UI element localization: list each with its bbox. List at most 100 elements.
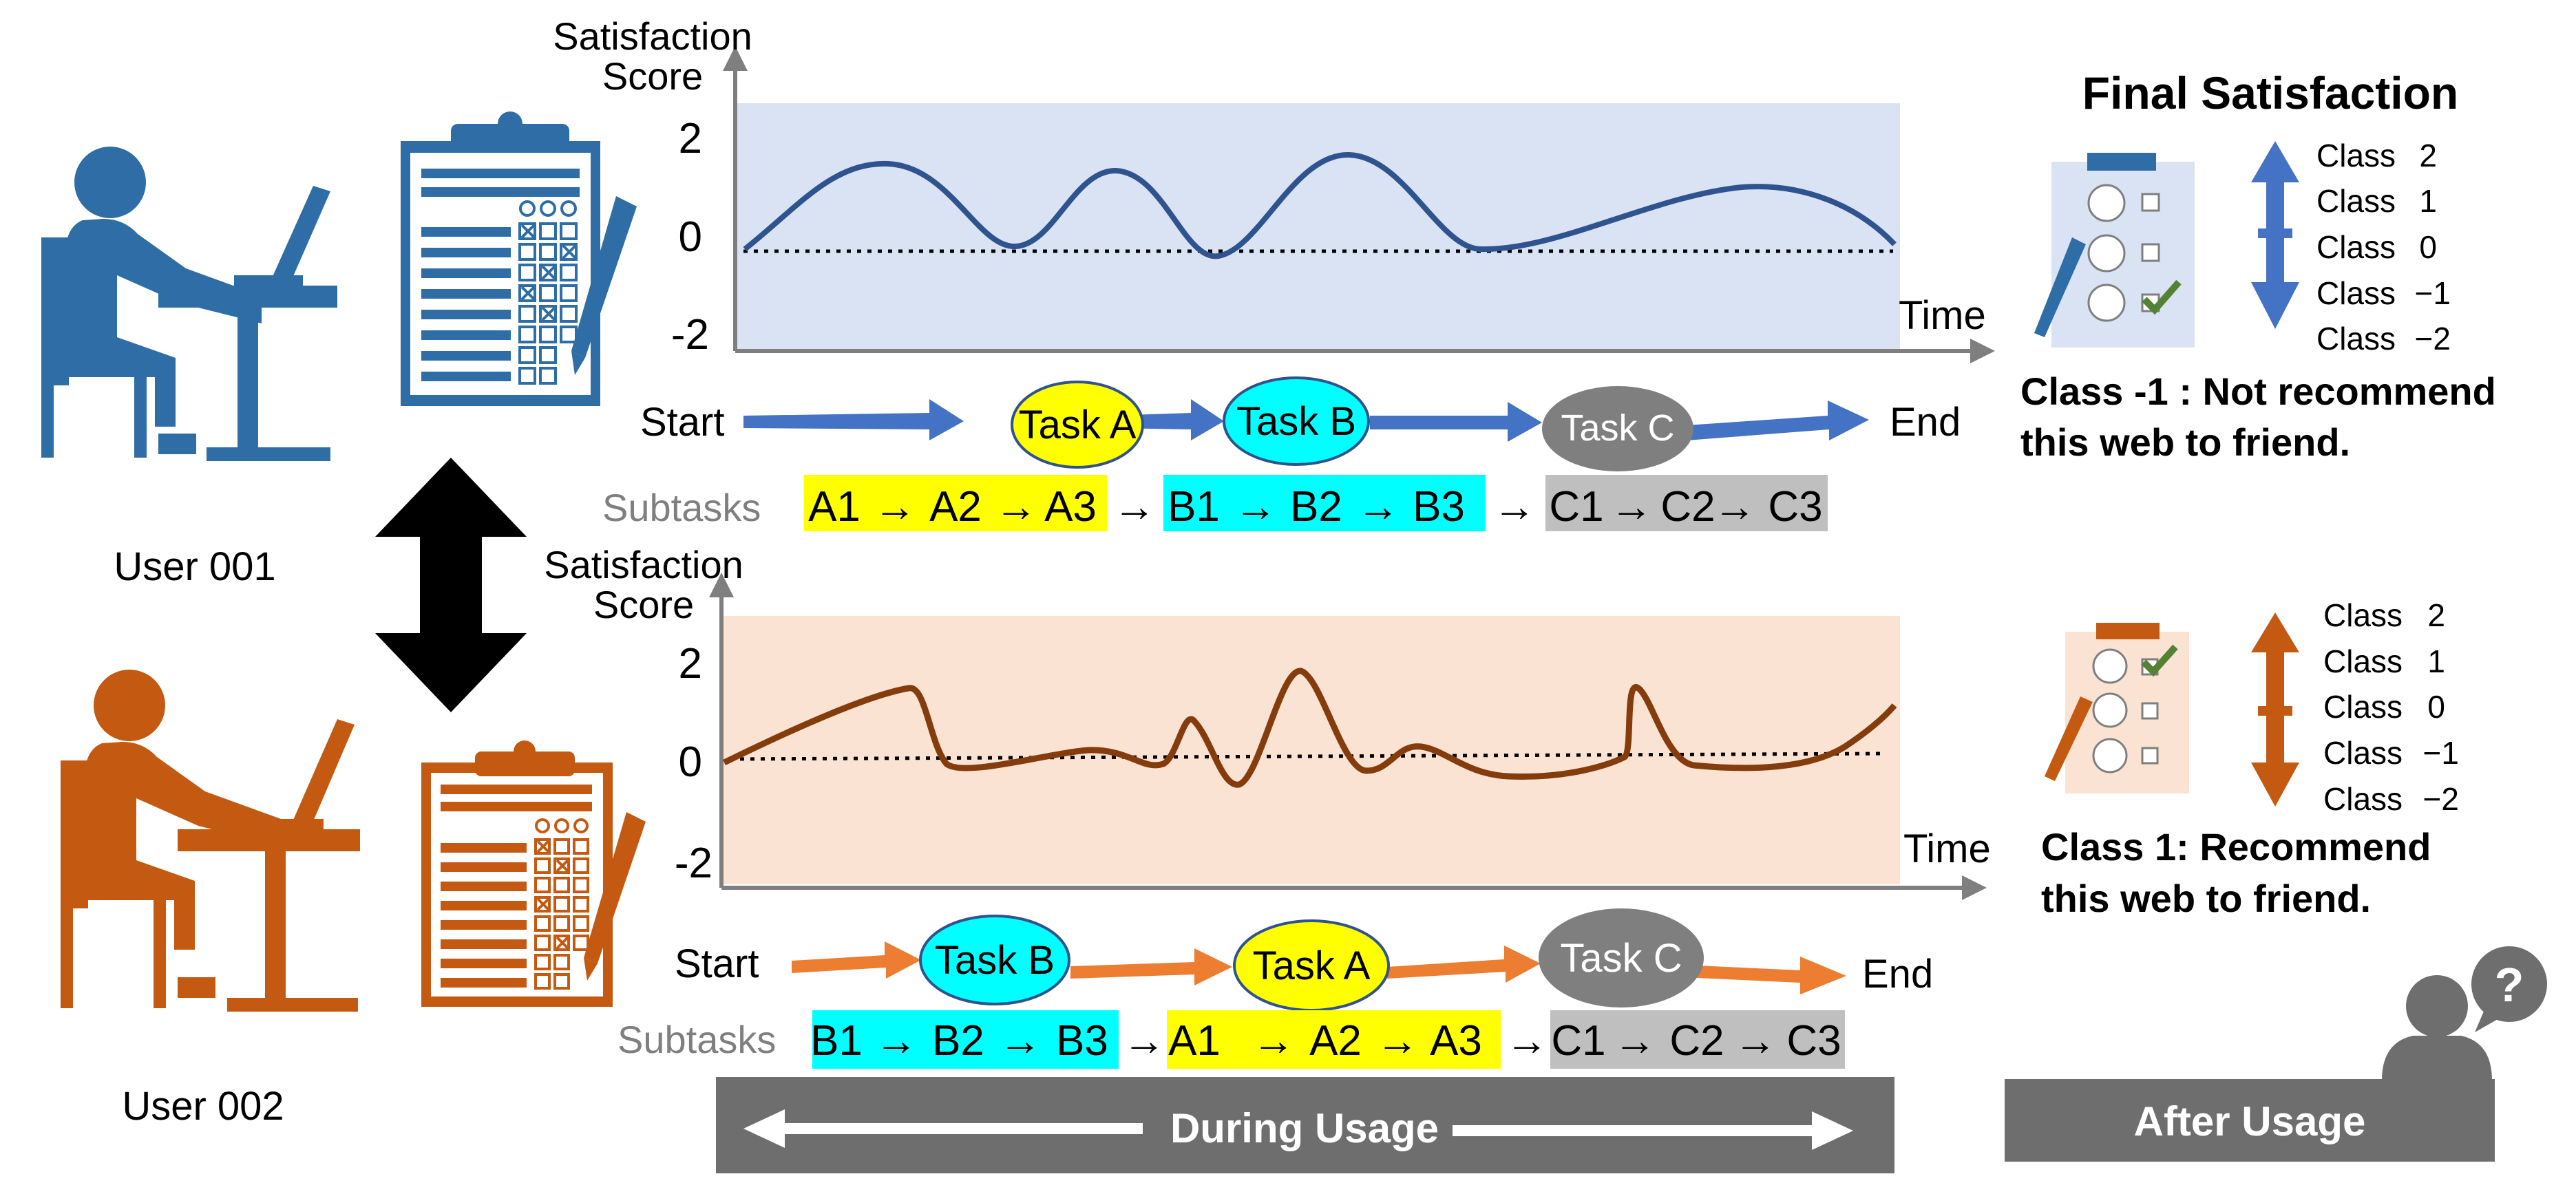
flow-2-subtask: B1 [810,1017,863,1065]
flow-1-subtask: C1 [1549,483,1603,531]
chart-2-x-label: Time [1903,827,1991,871]
arrow-glyph-icon: → [874,483,916,531]
class-label: Class [2323,689,2403,725]
flow-1-task-2-label: Task B [1236,399,1356,444]
flow-1-subtask: A1 [808,483,861,531]
after-usage-bar [2005,1079,2495,1162]
final-survey-2-icon [2045,623,2189,793]
chart-1-tick-0: 0 [679,213,702,261]
flow-2-task-1-label: Task B [935,938,1055,983]
chart-2-y-label-line2: Score [593,583,694,626]
final-note-1-line1: Class -1 : Not recommend [2020,370,2496,413]
arrow-glyph-icon: → [1610,483,1653,531]
flow-1-subtask: B1 [1168,483,1220,531]
flow-1-subtask: A2 [929,483,982,531]
flow-2-task-3-node [1539,908,1704,1008]
arrow-glyph-icon: → [995,483,1037,531]
flow-2-subtask: A3 [1430,1017,1482,1065]
arrow-glyph-icon: → [1506,1017,1548,1065]
class-label: Class [2316,229,2396,265]
flow-2-end-label: End [1862,952,1933,996]
flow-1-subtask-group-2 [1163,475,1486,531]
arrow-glyph-icon: → [1357,483,1400,531]
person-question-icon: ? [2382,946,2547,1080]
arrow-glyph-icon: → [999,1017,1042,1065]
class-label: Class [2323,597,2403,633]
arrow-glyph-icon: → [875,1017,918,1065]
user-002-label: User 002 [122,1084,284,1129]
flow-1-subtask-group-1 [804,475,1107,531]
flow-2-task-1-node [919,915,1070,1005]
flow-1-task-1-label: Task A [1019,403,1137,447]
flow-1-subtask: C3 [1768,483,1822,531]
question-mark-label: ? [2495,958,2524,1012]
flow-2-subtask: A1 [1168,1017,1221,1065]
flow-2-subtasks-label: Subtasks [617,1018,776,1061]
chart-2-tick-minus-2: -2 [675,840,712,887]
flow-1-task-1-node [1011,381,1144,469]
flow-2-subtask-group-3 [1550,1010,1845,1069]
class-label: Class [2316,275,2396,311]
final-scale-2-arrow [2251,612,2299,807]
chart-1-plot-area [737,103,1900,351]
arrow-glyph-icon: → [1614,1017,1656,1065]
chart-2-tick-0: 0 [679,738,702,786]
flow-2-arrows [792,941,1846,994]
user-001-questionnaire-icon [401,111,637,406]
class-label: Class [2316,321,2396,356]
final-note-2-line2: this web to friend. [2041,877,2371,920]
class-label: Class [2316,183,2396,219]
user-001-computer-icon [41,147,337,461]
chart-1-satisfaction-curve [743,151,1897,259]
user-002-questionnaire-icon [421,740,646,1007]
chart-1-tick-2: 2 [679,115,702,162]
chart-1-y-label-line2: Score [602,54,703,98]
user-002-computer-icon [61,670,360,1012]
class-label: Class [2323,643,2403,679]
class-value: −2 [2415,321,2451,356]
user-001-label: User 001 [114,544,275,589]
final-scale-1-arrow [2251,141,2299,329]
flow-2-subtask: C2 [1669,1017,1724,1065]
class-value: 2 [2419,138,2437,173]
task-flow-user-001: Start End Task A Task B Task C Subtasks … [602,376,1961,531]
chart-user-002: Satisfaction Score 2 0 -2 Time [544,543,1991,900]
chart-1-y-label-line1: Satisfaction [553,14,752,58]
flow-1-subtask: C2 [1660,483,1715,531]
class-value: 1 [2419,183,2437,219]
after-usage-label: After Usage [2134,1098,2366,1144]
flow-2-subtask-group-1 [812,1010,1119,1069]
final-classes-1: Class 2 Class 1 Class 0 Class −1 Class −2 [2316,138,2451,356]
flow-2-start-label: Start [675,941,759,986]
flow-2-subtask: C1 [1551,1017,1605,1065]
chart-1-x-label: Time [1899,293,1986,338]
flow-2-subtask: B2 [932,1017,984,1065]
flow-1-subtask-group-3 [1545,475,1828,531]
flow-1-task-3-node [1542,386,1693,471]
final-satisfaction-title: Final Satisfaction [2082,67,2458,118]
class-value: 2 [2427,597,2445,633]
flow-2-subtask: C3 [1786,1017,1841,1065]
class-label: Class [2323,781,2403,817]
flow-2-task-3-label: Task C [1560,936,1682,981]
arrow-glyph-icon: → [1493,483,1536,531]
class-value: −1 [2415,275,2451,311]
users-comparison-double-arrow [375,458,527,712]
final-note-2-line1: Class 1: Recommend [2041,825,2431,868]
arrow-glyph-icon: → [1123,1017,1165,1065]
chart-user-001: Satisfaction Score 2 0 -2 Time [553,14,1995,363]
chart-2-zero-baseline [729,751,1883,761]
flow-2-subtask: A2 [1309,1017,1362,1065]
class-value: 0 [2419,229,2437,265]
flow-1-subtask: A3 [1044,483,1097,531]
flow-2-subtask-group-2 [1167,1010,1501,1069]
class-value: 0 [2427,689,2445,725]
chart-2-plot-area [723,616,1900,884]
chart-2-y-label-line1: Satisfaction [544,543,743,586]
flow-1-task-2-node [1223,376,1370,466]
flow-2-task-2-label: Task A [1253,944,1371,988]
chart-2-tick-2: 2 [679,640,702,687]
class-value: −2 [2423,781,2459,817]
class-value: 1 [2427,643,2445,679]
final-note-1-line2: this web to friend. [2020,420,2350,464]
